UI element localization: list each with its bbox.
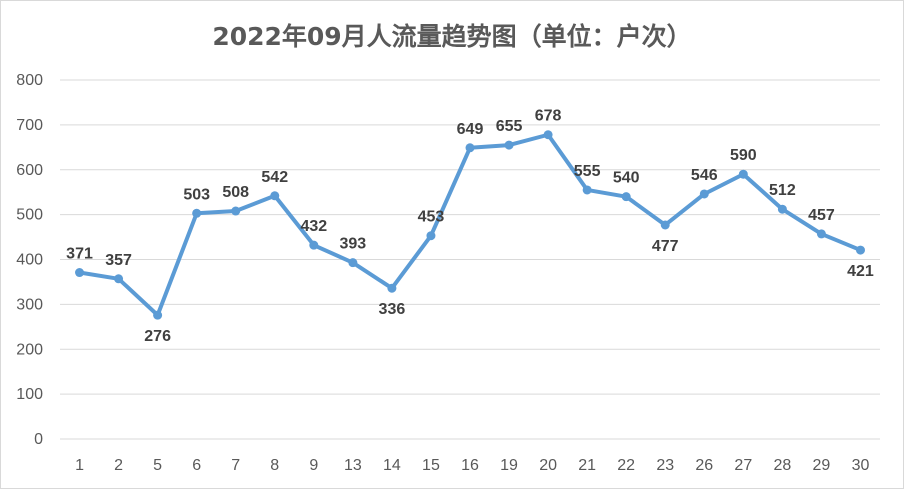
data-labels: 371 357 276 503 508 542 432 393 336 453 649 655 678 5… <box>66 108 874 345</box>
data-point <box>153 310 163 320</box>
x-tick-label: 29 <box>813 457 831 474</box>
y-tick-label: 800 <box>16 72 43 89</box>
x-tick-label: 6 <box>192 457 201 474</box>
data-label: 540 <box>613 170 640 187</box>
x-tick-label: 28 <box>773 457 791 474</box>
data-label: 678 <box>535 108 562 125</box>
x-tick-label: 23 <box>656 457 674 474</box>
y-tick-label: 0 <box>34 431 43 448</box>
y-tick-label: 600 <box>16 162 43 179</box>
data-label: 477 <box>652 238 679 255</box>
data-label: 655 <box>496 118 523 135</box>
data-point <box>75 268 85 278</box>
data-label: 649 <box>457 121 484 138</box>
data-label: 393 <box>340 236 367 253</box>
y-tick-label: 400 <box>16 252 43 269</box>
data-point <box>348 258 358 268</box>
data-label: 421 <box>847 263 874 280</box>
data-label: 336 <box>379 301 406 318</box>
data-point <box>855 245 865 255</box>
data-point <box>543 130 553 140</box>
data-point <box>231 206 241 216</box>
data-point <box>309 240 319 250</box>
x-tick-label: 15 <box>422 457 440 474</box>
y-tick-label: 100 <box>16 386 43 403</box>
x-tick-label: 1 <box>75 457 84 474</box>
data-label: 276 <box>144 328 171 345</box>
chart-title: 2022年09月人流量趋势图（单位：户次） <box>212 22 691 51</box>
data-point <box>465 143 475 153</box>
x-tick-label: 8 <box>270 457 279 474</box>
data-point <box>621 192 631 202</box>
x-tick-label: 2 <box>114 457 123 474</box>
x-tick-label: 13 <box>344 457 362 474</box>
x-tick-label: 19 <box>500 457 518 474</box>
data-label: 371 <box>66 246 93 263</box>
data-point <box>387 283 397 293</box>
data-label: 555 <box>574 163 601 180</box>
data-point <box>660 220 670 230</box>
x-tick-label: 5 <box>153 457 162 474</box>
data-point <box>816 229 826 239</box>
data-label: 503 <box>183 186 210 203</box>
data-point <box>582 185 592 195</box>
x-tick-label: 16 <box>461 457 479 474</box>
data-label: 432 <box>300 218 327 235</box>
x-axis-ticks: 1 2 5 6 7 8 9 13 14 15 16 19 20 21 22 23 26 27 28 29 30 <box>75 457 869 474</box>
data-point <box>270 191 280 201</box>
x-tick-label: 7 <box>231 457 240 474</box>
x-tick-label: 30 <box>852 457 870 474</box>
data-point <box>777 204 787 214</box>
data-label: 357 <box>105 252 132 269</box>
x-tick-label: 21 <box>578 457 596 474</box>
data-point <box>114 274 124 284</box>
data-label: 542 <box>261 169 288 186</box>
x-tick-label: 9 <box>309 457 318 474</box>
data-point <box>426 231 436 241</box>
x-tick-label: 20 <box>539 457 557 474</box>
data-label: 546 <box>691 167 718 184</box>
x-tick-label: 26 <box>695 457 713 474</box>
data-label: 457 <box>808 207 835 224</box>
data-label: 508 <box>222 184 249 201</box>
x-tick-label: 14 <box>383 457 401 474</box>
x-tick-label: 22 <box>617 457 635 474</box>
y-tick-label: 500 <box>16 207 43 224</box>
series <box>75 130 865 320</box>
data-label: 453 <box>418 209 445 226</box>
data-point <box>192 208 202 218</box>
data-label: 590 <box>730 147 757 164</box>
data-point <box>738 169 748 179</box>
y-axis-ticks: 0 100 200 300 400 500 600 700 800 <box>16 72 43 448</box>
y-tick-label: 300 <box>16 296 43 313</box>
data-point <box>504 140 514 150</box>
data-point <box>699 189 709 199</box>
y-tick-label: 700 <box>16 117 43 134</box>
y-tick-label: 200 <box>16 341 43 358</box>
data-label: 512 <box>769 182 796 199</box>
x-tick-label: 27 <box>734 457 752 474</box>
